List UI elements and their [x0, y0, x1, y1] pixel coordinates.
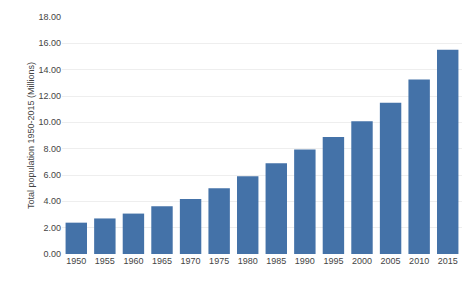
- svg-text:1975: 1975: [209, 256, 229, 266]
- svg-text:2.00: 2.00: [43, 223, 61, 233]
- svg-text:12.00: 12.00: [38, 91, 61, 101]
- svg-text:4.00: 4.00: [43, 196, 61, 206]
- svg-text:8.00: 8.00: [43, 144, 61, 154]
- svg-text:2015: 2015: [438, 256, 458, 266]
- svg-text:16.00: 16.00: [38, 38, 61, 48]
- svg-text:1980: 1980: [238, 256, 258, 266]
- svg-text:1985: 1985: [266, 256, 286, 266]
- svg-text:1970: 1970: [181, 256, 201, 266]
- svg-text:2005: 2005: [381, 256, 401, 266]
- svg-text:Total population 1950-2015 (Mi: Total population 1950-2015 (Millions): [26, 62, 36, 209]
- svg-text:1960: 1960: [123, 256, 143, 266]
- svg-text:6.00: 6.00: [43, 170, 61, 180]
- svg-text:1990: 1990: [295, 256, 315, 266]
- svg-text:14.00: 14.00: [38, 65, 61, 75]
- svg-text:2000: 2000: [352, 256, 372, 266]
- svg-text:1955: 1955: [95, 256, 115, 266]
- svg-text:2010: 2010: [409, 256, 429, 266]
- svg-text:0.00: 0.00: [43, 249, 61, 259]
- svg-text:1950: 1950: [66, 256, 86, 266]
- svg-text:1965: 1965: [152, 256, 172, 266]
- svg-text:18.00: 18.00: [38, 12, 61, 22]
- svg-text:10.00: 10.00: [38, 117, 61, 127]
- svg-text:1995: 1995: [323, 256, 343, 266]
